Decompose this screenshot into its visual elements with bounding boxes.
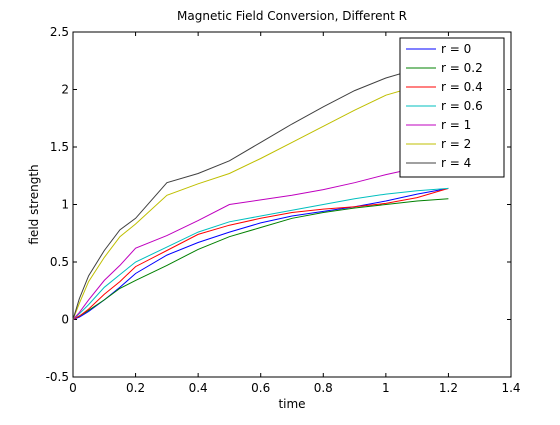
y-tick-label: -0.5 (46, 370, 69, 384)
series-line-3 (72, 187, 449, 320)
y-tick-label: 0 (61, 313, 69, 327)
x-tick-label: 0.8 (314, 381, 333, 395)
y-tick-label: 0.5 (50, 255, 69, 269)
y-tick-label: 2 (61, 83, 69, 97)
legend: r = 0 r = 0.2 r = 0.4 r = 0.6 r = 1 r = 2 r = … (399, 37, 505, 178)
x-tick-label: 1.4 (501, 381, 520, 395)
x-tick-label: 0.4 (189, 381, 208, 395)
chart-title: Magnetic Field Conversion, Different R (177, 9, 407, 23)
x-tick-label: 1.2 (439, 381, 458, 395)
x-tick-label: 0.6 (251, 381, 270, 395)
series-line-6 (72, 59, 449, 320)
series-line-2 (72, 187, 449, 320)
x-tick-label: 0 (69, 381, 77, 395)
series-line-4 (72, 162, 449, 320)
legend-entry-label: r = 4 (441, 156, 471, 170)
series-line-5 (72, 79, 449, 320)
x-tick-label: 0.2 (126, 381, 145, 395)
x-axis-label: time (278, 397, 305, 411)
y-tick-label: 2.5 (50, 25, 69, 39)
series-line-1 (72, 198, 449, 320)
y-tick-label: 1.5 (50, 140, 69, 154)
x-tick-label: 1 (382, 381, 390, 395)
legend-entry-label: r = 0.6 (441, 99, 483, 113)
y-tick-label: 1 (61, 198, 69, 212)
legend-box (399, 37, 505, 178)
legend-entry-label: r = 0.2 (441, 61, 483, 75)
legend-entry-label: r = 1 (441, 118, 471, 132)
legend-entry-label: r = 0.4 (441, 80, 483, 94)
legend-entry-label: r = 2 (441, 137, 471, 151)
y-axis-label: field strength (27, 164, 41, 244)
legend-entry-label: r = 0 (441, 42, 471, 56)
